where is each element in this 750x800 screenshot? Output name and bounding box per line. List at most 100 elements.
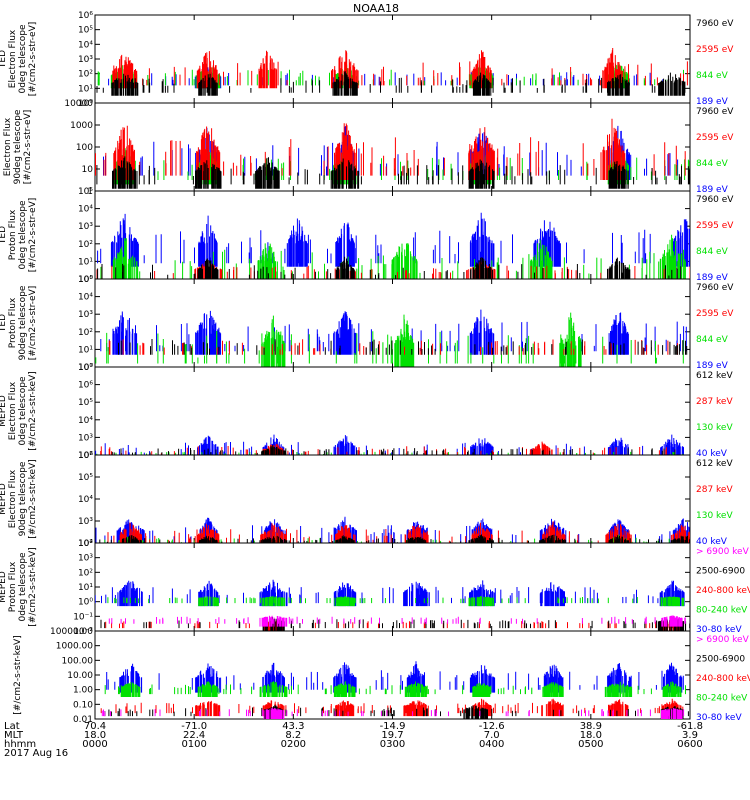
series-2500-6900 <box>100 616 690 631</box>
series-612-kev <box>99 534 690 543</box>
series-spikes <box>96 71 686 96</box>
legend-entry: 30-80 keV <box>696 625 742 635</box>
legend-entry: 2595 eV <box>696 133 734 143</box>
footer-value: -61.8 <box>677 721 703 732</box>
y-axis-title: [#/cm2-s-str-keV] <box>28 371 38 450</box>
series-30-80-kev <box>95 579 685 607</box>
legend-entry: 844 eV <box>696 71 729 81</box>
legend-entry: 2500-6900 <box>696 655 745 665</box>
series-130-kev <box>104 534 690 543</box>
data-marks <box>95 579 690 631</box>
data-marks <box>100 661 689 719</box>
footer-value: -14.9 <box>380 721 406 732</box>
y-tick-label: 10⁵ <box>78 26 93 36</box>
series-spikes <box>96 156 690 189</box>
footer-value: 0500 <box>578 739 603 750</box>
y-axis-title: [#/cm2-s-str-eV] <box>28 286 38 361</box>
footer-row-label: hhmm <box>4 739 36 750</box>
footer-row-label: Lat <box>4 721 20 732</box>
y-axis-title: Electron Flux <box>8 381 18 440</box>
series-spikes <box>100 698 684 717</box>
y-tick-label: 10¹ <box>78 583 93 593</box>
series-spikes <box>95 312 684 367</box>
legend-entry: 7960 eV <box>696 19 734 29</box>
y-axis-title: 90deg telescope <box>18 285 28 360</box>
y-tick-label: 10.00 <box>67 671 93 681</box>
y-axis-title: [#/cm2-s-str-keV] <box>28 547 38 626</box>
footer-value: 0200 <box>281 739 306 750</box>
legend-entry: 2595 eV <box>696 45 734 55</box>
series-spikes <box>103 125 679 180</box>
legend-entry: 2595 eV <box>696 309 734 319</box>
series-844-ev <box>95 312 684 367</box>
panel-6: 10² 10³ 10⁴ 10⁵ 10⁶ MEPED Electron Flux 90deg t… <box>0 451 733 549</box>
legend-entry: 189 eV <box>696 361 729 371</box>
y-axis-title: [#/cm2-s-str-eV] <box>28 198 38 273</box>
legend-entry: 240-800 keV <box>696 586 750 596</box>
y-tick-label: 10⁰ <box>78 275 93 285</box>
series--6900-kev <box>108 615 686 627</box>
y-tick-label: 10⁵ <box>78 398 93 408</box>
legend-entry: 240-800 keV <box>696 674 750 684</box>
series-spikes <box>108 615 686 627</box>
y-axis-title: 0deg telescope <box>18 24 28 94</box>
series-189-ev <box>103 125 679 180</box>
y-tick-label: 10² <box>78 328 93 338</box>
series-7960-ev <box>97 256 682 279</box>
y-tick-label: 0.01 <box>73 715 93 725</box>
series-spikes <box>97 64 684 89</box>
series-7960-ev <box>96 156 690 189</box>
series-spikes <box>97 256 682 279</box>
series-40-kev <box>95 434 684 455</box>
series-spikes <box>96 450 684 455</box>
y-axis-title: 90deg telescope <box>18 461 28 536</box>
y-tick-label: 10² <box>78 70 93 80</box>
y-tick-label: 10⁶ <box>78 381 93 391</box>
footer-value: 0600 <box>677 739 702 750</box>
legend-entry: > 6900 keV <box>696 547 750 557</box>
y-tick-label: 10⁰ <box>78 363 93 373</box>
y-axis-title: TED <box>0 50 8 69</box>
series-spikes <box>99 534 690 543</box>
series-spikes <box>111 445 676 455</box>
y-axis-title: [#/cm2-s-str-eV] <box>23 110 33 185</box>
panel-1: 10⁰ 10¹ 10² 10³ 10⁴ 10⁵ 10⁶ TED Electron Flux 0de… <box>0 11 734 109</box>
panel-4: 10⁰ 10¹ 10² 10³ 10⁴ 10⁵ TED Proton Flux 90deg te… <box>0 275 734 373</box>
y-axis-title: [#/cm2-s-str-keV] <box>13 635 23 714</box>
y-tick-label: 10¹ <box>78 345 93 355</box>
y-tick-label: 10⁰ <box>78 598 93 608</box>
legend-entry: 80-240 keV <box>696 606 748 616</box>
y-axis-title: Electron Flux <box>8 469 18 528</box>
y-axis-title: 0deg telescope <box>18 200 28 270</box>
y-tick-label: 0.10 <box>73 700 93 710</box>
y-tick-label: 10⁴ <box>78 539 93 549</box>
footer-value: -71.0 <box>181 721 207 732</box>
footer-value: 0000 <box>82 739 107 750</box>
series-spikes <box>107 595 685 607</box>
y-tick-label: 10⁷ <box>78 363 93 373</box>
footer-value: 18.0 <box>84 730 106 741</box>
series-240-800-kev <box>100 698 684 717</box>
y-axis-title: 90deg telescope <box>13 109 23 184</box>
panel-7: 10⁻² 10⁻¹ 10⁰ 10¹ 10² 10³ 10⁴ MEPED Proton Flux 0… <box>0 539 750 637</box>
legend-entry: 40 keV <box>696 449 728 459</box>
data-marks <box>96 48 688 96</box>
y-axis-title: 0deg telescope <box>18 376 28 446</box>
panel-frame <box>94 366 691 456</box>
series-2595-ev <box>95 118 686 180</box>
footer-value: 43.3 <box>282 721 304 732</box>
y-tick-label: 10³ <box>78 55 93 65</box>
legend-entry: > 6900 keV <box>696 635 750 645</box>
series-80-240-kev <box>107 595 685 607</box>
legend-entry: 189 eV <box>696 185 729 195</box>
y-tick-label: 10000 <box>64 99 93 109</box>
y-tick-label: 1000.00 <box>56 642 93 652</box>
series-844-ev <box>97 64 684 89</box>
series--6900-kev <box>101 707 685 719</box>
panel-frame <box>94 630 691 720</box>
footer-row-label: MLT <box>4 730 24 741</box>
legend-entry: 287 keV <box>696 485 733 495</box>
y-axis-title: [#/cm2-s-str-eV] <box>28 22 38 97</box>
data-marks <box>95 309 688 367</box>
